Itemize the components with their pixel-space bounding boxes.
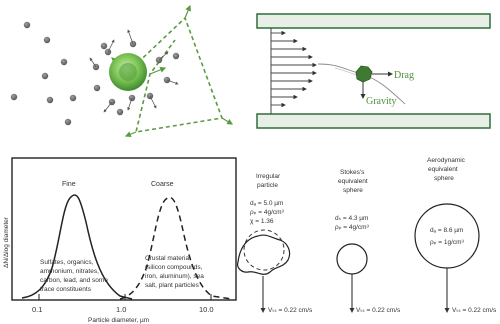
drifting-particle (355, 65, 373, 83)
velocity-profile (271, 30, 317, 108)
fine-desc-line: trace constituents (40, 286, 92, 293)
molecule-arrow (127, 29, 134, 45)
fine-desc-line: carbon, lead, and some (40, 277, 108, 284)
molecule-arrow (89, 57, 97, 68)
coarse-label: Coarse (151, 181, 174, 188)
molecule-arrow (166, 79, 179, 85)
aerodynamic-title-line: Aerodynamic (427, 157, 466, 164)
molecule-arrow (158, 51, 169, 61)
molecule (23, 21, 31, 29)
fine-label: Fine (62, 181, 76, 188)
large-particle-core (119, 63, 137, 81)
molecule-arrows (89, 29, 179, 113)
irregular-particle-group: Irregular particle dₐ = 5.0 µm ρₚ = 4g/c… (237, 173, 313, 314)
fine-mode-curve (21, 194, 133, 300)
gravity-label: Gravity (366, 96, 397, 107)
irregular-param: dₐ = 5.0 µm (250, 200, 283, 207)
pipe-bottom-wall (256, 113, 491, 129)
walk-arrow-5 (149, 66, 167, 75)
walk-arrow-3 (221, 117, 234, 125)
irregular-title-line: Irregular (256, 173, 281, 180)
fine-desc-line: ammonium, nitrates, (40, 268, 99, 275)
molecule (41, 72, 49, 80)
stokes-title-line: sphere (343, 187, 363, 194)
irregular-reference-circle (243, 229, 285, 271)
irregular-particle-shape (237, 234, 291, 275)
aerodynamic-title-line: sphere (434, 175, 454, 182)
molecule (10, 93, 18, 101)
panel-equivalent-spheres: Irregular particle dₐ = 5.0 µm ρₚ = 4g/c… (237, 157, 497, 314)
y-axis-label: ΔN/Δlog diameter (3, 216, 10, 268)
walk-arrow-2 (184, 4, 191, 19)
plot-frame (11, 157, 237, 301)
x-tick-label-0: 0.1 (32, 305, 42, 314)
panel-size-distribution: 0.1 1.0 10.0 Particle diameter, µm ΔN/Δl… (3, 157, 237, 324)
pipe-top-wall (256, 13, 491, 29)
molecule (116, 108, 124, 116)
aerodynamic-param: dₐ = 8.6 µm (430, 227, 463, 234)
stokes-velocity: Vₜₛ = 0.22 cm/s (356, 307, 401, 314)
aerodynamic-param: ρₚ = 1g/cm³ (430, 239, 465, 246)
irregular-title-line: particle (257, 182, 278, 189)
coarse-desc-line: iron, aluminum), sea (145, 273, 204, 280)
molecule-arrow (127, 97, 133, 111)
aerodynamic-sphere (414, 203, 480, 269)
stokes-title-line: equivalent (338, 178, 368, 185)
aerodynamic-sphere-group: Aerodynamic equivalent sphere dₐ = 8.6 µ… (414, 157, 497, 314)
coarse-desc-line: (silicon compounds, (145, 264, 203, 271)
molecule-arrow (107, 39, 115, 53)
walk-arrow-4 (124, 131, 137, 138)
aerodynamic-velocity: Vₜₛ = 0.22 cm/s (452, 307, 497, 314)
molecule (46, 96, 54, 104)
drag-label: Drag (394, 70, 414, 81)
irregular-param: ρₚ = 4g/cm³ (250, 209, 285, 216)
panel-drag-gravity: Drag Gravity (256, 13, 491, 129)
stokes-param: dₛ = 4.3 µm (335, 215, 368, 222)
aerodynamic-title-line: equivalent (428, 166, 458, 173)
molecule (69, 94, 77, 102)
molecule-arrow (103, 101, 113, 113)
stokes-sphere (336, 243, 368, 275)
coarse-desc-line: salt, plant particles (145, 282, 200, 289)
molecule (172, 52, 180, 60)
random-walk-path (127, 16, 224, 133)
coarse-desc-line: Crustal material (145, 255, 191, 262)
molecule (100, 42, 108, 50)
x-tick-label-2: 10.0 (199, 305, 214, 314)
irregular-velocity: Vₜₛ = 0.22 cm/s (268, 307, 313, 314)
irregular-param: χ = 1.36 (250, 218, 274, 225)
molecule (93, 84, 101, 92)
x-axis-label: Particle diameter, µm (88, 317, 149, 324)
stokes-sphere-group: Stokes's equivalent sphere dₛ = 4.3 µm ρ… (335, 169, 401, 314)
molecule (60, 58, 68, 66)
panel-diffusion (10, 4, 234, 138)
gas-molecules (10, 21, 180, 126)
molecule (43, 36, 51, 44)
stokes-title-line: Stokes's (340, 169, 365, 176)
fine-desc-line: Sulfates, organics, (40, 259, 94, 266)
x-tick-label-1: 1.0 (116, 305, 126, 314)
stokes-param: ρₚ = 4g/cm³ (335, 224, 370, 231)
coarse-mode-curve (119, 196, 233, 300)
coarse-description: Crustal material (silicon compounds, iro… (145, 255, 204, 289)
molecule-arrow (149, 95, 157, 109)
molecule (64, 118, 72, 126)
fine-description: Sulfates, organics, ammonium, nitrates, … (40, 259, 108, 293)
